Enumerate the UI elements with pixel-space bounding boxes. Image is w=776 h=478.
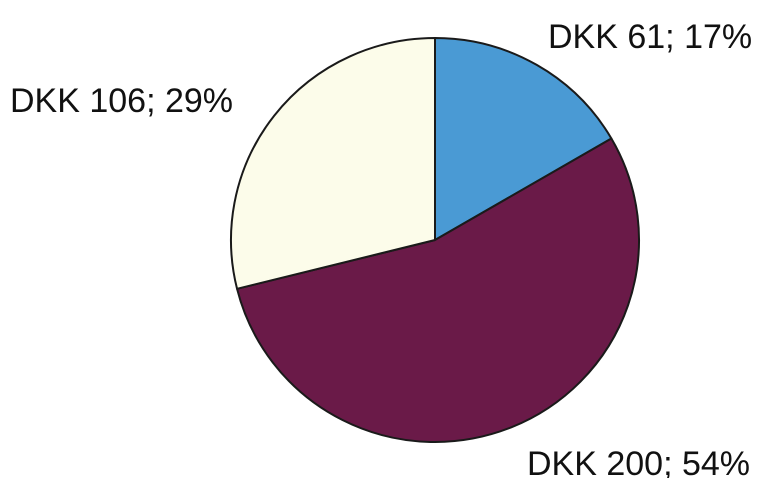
pie-slice-0: [434, 37, 613, 241]
pie-labels: DKK 61; 17% DKK 200; 54% DKK 106; 29%: [10, 18, 752, 478]
slice-label-0: DKK 61; 17%: [548, 18, 752, 56]
slice-label-2: DKK 106; 29%: [10, 82, 233, 120]
slice-label-1: DKK 200; 54%: [527, 445, 750, 478]
pie-slice-2: [230, 37, 436, 290]
pie-slices: [230, 37, 640, 443]
pie-slice-1: [236, 137, 640, 443]
